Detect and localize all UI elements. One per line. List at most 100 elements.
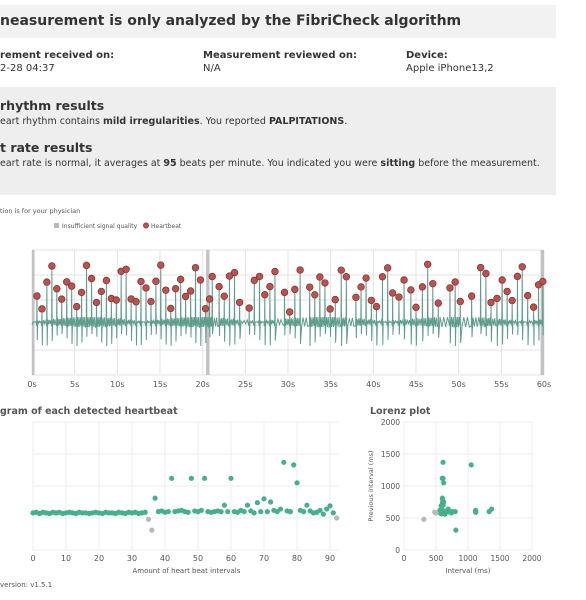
interval-dot (244, 502, 251, 508)
heartbeat (446, 284, 454, 292)
ecg-x-tick-label: 10s (110, 380, 124, 389)
ecg-x-tick-label: 15s (153, 380, 167, 389)
ecg-x-tick-label: 40s (366, 380, 380, 389)
heartbeat (112, 296, 121, 304)
legend-swatch (54, 223, 59, 228)
interval-dot (287, 509, 293, 515)
result-text: eart rhythm contains mild irregularities… (0, 116, 347, 127)
lorenz-x-tick-label: 1000 (458, 554, 477, 563)
heartbeat (176, 275, 185, 284)
ecg-x-tick-label: 30s (281, 380, 295, 389)
heartbeat (215, 282, 223, 291)
heartbeat (132, 298, 140, 306)
heartbeat (57, 295, 66, 303)
lorenz-dot (439, 475, 445, 481)
interval-dot (254, 500, 260, 506)
lorenz-dot (473, 509, 479, 515)
ecg-trace (31, 264, 544, 347)
lorenz-y-tick-label: 500 (386, 514, 401, 523)
tachogram-x-tick-label: 80 (292, 554, 302, 563)
heartbeat (305, 283, 314, 291)
heartbeat (142, 284, 150, 292)
interval-dot (304, 502, 310, 508)
heartbeat (434, 299, 442, 307)
interval-dot (188, 475, 194, 481)
interval-dot (294, 480, 300, 486)
heartbeat (261, 291, 269, 299)
heartbeat (316, 273, 324, 281)
info-label: Device: (406, 50, 448, 61)
result-text-part: mild irregularities (102, 116, 200, 127)
interval-dot (228, 475, 234, 481)
interval-dot (264, 509, 270, 515)
result-text-part: beats per minute. You indicated you were (176, 158, 381, 169)
interval-dot (334, 515, 340, 521)
results-box: rhythm results eart rhythm contains mild … (0, 87, 556, 195)
heartbeat (205, 295, 214, 303)
lorenz-dot (437, 507, 443, 513)
interval-dot (330, 510, 336, 516)
heartbeat (280, 288, 289, 297)
interval-dot (327, 503, 333, 509)
result-title: rhythm results (0, 98, 105, 113)
heartbeat (201, 304, 210, 313)
ecg-x-tick-label: 5s (70, 380, 79, 389)
interval-dot (149, 527, 155, 533)
heartbeat (152, 277, 160, 285)
heartbeat (43, 278, 51, 286)
heartbeat (372, 302, 381, 311)
heartbeat (48, 262, 56, 270)
tachogram-x-tick-label: 0 (30, 554, 35, 563)
heartbeat (157, 261, 165, 269)
lorenz-y-tick-label: 2000 (381, 418, 400, 427)
heartbeat (331, 295, 339, 304)
info-value: N/A (203, 63, 221, 74)
heartbeat (395, 293, 403, 301)
heartbeat (321, 279, 329, 287)
interval-dot (225, 509, 231, 515)
heartbeat (147, 297, 155, 306)
heartbeat (498, 276, 506, 284)
heartbeat (82, 261, 91, 270)
heartbeat (230, 268, 239, 277)
legend-label: Heartbeat (151, 223, 182, 230)
insufficient-region (206, 250, 210, 375)
heartbeat (529, 303, 538, 311)
lorenz-x-label: Interval (ms) (446, 567, 491, 575)
interval-dot (320, 511, 326, 517)
lorenz-dot (441, 480, 447, 486)
interval-dot (258, 509, 264, 515)
heartbeat (337, 266, 345, 274)
heartbeat (87, 274, 96, 283)
interval-dot (301, 509, 307, 515)
interval-dot (317, 507, 323, 513)
lorenz-dot (421, 516, 427, 522)
interval-dot (198, 507, 204, 513)
heartbeat (191, 263, 200, 272)
tachogram-x-tick-label: 30 (127, 554, 137, 563)
tachogram-x-label: Amount of heart beat intervals (132, 567, 240, 575)
tachogram-x-tick-label: 40 (160, 554, 170, 563)
interval-dot (291, 462, 297, 468)
lorenz-dot (453, 527, 459, 533)
result-title: t rate results (0, 140, 93, 155)
result-text-part: PALPITATIONS (268, 116, 345, 127)
legend-swatch (143, 222, 149, 229)
tachogram-x-tick-label: 50 (193, 554, 203, 563)
heartbeat (482, 269, 490, 278)
heartbeat (167, 304, 175, 313)
version: version: v1.5.1 (0, 581, 52, 589)
lorenz-y-label: Previous interval (ms) (367, 450, 375, 521)
interval-dot (169, 475, 175, 481)
heartbeat (291, 285, 299, 294)
heartbeat (311, 291, 319, 299)
info-value: 2-28 04:37 (0, 63, 55, 74)
ecg-x-tick-label: 35s (323, 380, 337, 389)
heartbeat (255, 272, 264, 281)
heartbeat (467, 292, 476, 300)
heartbeat (63, 278, 71, 286)
heartbeat (383, 264, 392, 272)
heartbeat (388, 289, 397, 297)
heartbeat (77, 288, 86, 297)
